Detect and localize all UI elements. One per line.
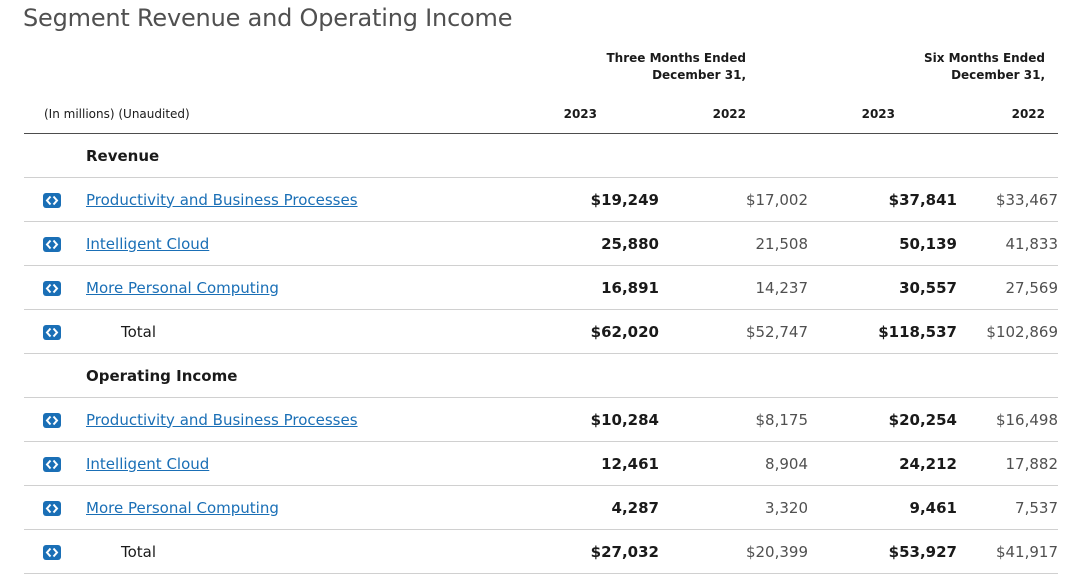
value-cell: 21,508 — [659, 221, 808, 266]
table-row: More Personal Computing 16,891 14,237 30,55… — [24, 265, 1058, 310]
value-cell: 41,833 — [957, 221, 1058, 266]
segment-link[interactable]: Productivity and Business Processes — [86, 410, 358, 429]
expand-collapse-icon[interactable] — [43, 544, 61, 560]
value-cell: 4,287 — [536, 485, 659, 530]
value-cell: $10,284 — [536, 397, 659, 442]
value-cell: $17,002 — [659, 177, 808, 222]
six-months-header-line2: December 31, — [951, 68, 1045, 82]
page-title: Segment Revenue and Operating Income — [23, 4, 513, 32]
total-row: Total $27,032 $20,399 $53,927 $41,917 — [24, 529, 1058, 574]
value-cell: 25,880 — [536, 221, 659, 266]
expand-collapse-icon[interactable] — [43, 456, 61, 472]
segment-link[interactable]: Intelligent Cloud — [86, 454, 210, 473]
value-cell: $53,927 — [808, 529, 957, 574]
value-cell: $20,254 — [808, 397, 957, 442]
six-months-header-line1: Six Months Ended — [923, 51, 1045, 65]
three-months-header-line2: December 31, — [652, 68, 746, 82]
year-header: 2023 — [563, 107, 597, 121]
section-header-row: Revenue — [24, 134, 1058, 178]
expand-collapse-icon[interactable] — [43, 236, 61, 252]
value-cell: $37,841 — [808, 177, 957, 222]
total-label: Total — [121, 322, 157, 341]
value-cell: 17,882 — [957, 441, 1058, 486]
segment-table: Revenue Productivity and Business Process… — [24, 134, 1058, 574]
value-cell: $8,175 — [659, 397, 808, 442]
section-label: Operating Income — [86, 366, 238, 385]
year-header: 2022 — [1011, 107, 1045, 121]
three-months-header: Three Months Ended December 31, — [560, 50, 747, 84]
total-label: Total — [121, 542, 157, 561]
value-cell: 8,904 — [659, 441, 808, 486]
value-cell: 50,139 — [808, 221, 957, 266]
unit-label: (In millions) (Unaudited) — [44, 107, 190, 121]
value-cell: 16,891 — [536, 265, 659, 310]
segment-link[interactable]: More Personal Computing — [86, 498, 279, 517]
table-row: Intelligent Cloud 25,880 21,508 50,139 41,83… — [24, 221, 1058, 266]
table-row: More Personal Computing 4,287 3,320 9,461 7,… — [24, 485, 1058, 530]
value-cell: $52,747 — [659, 309, 808, 354]
expand-collapse-icon[interactable] — [43, 280, 61, 296]
value-cell: 24,212 — [808, 441, 957, 486]
segment-link[interactable]: Productivity and Business Processes — [86, 190, 358, 209]
value-cell: $41,917 — [957, 529, 1058, 574]
value-cell: $27,032 — [536, 529, 659, 574]
expand-collapse-icon[interactable] — [43, 324, 61, 340]
value-cell: 9,461 — [808, 485, 957, 530]
value-cell: 30,557 — [808, 265, 957, 310]
table-row: Intelligent Cloud 12,461 8,904 24,212 17,882 — [24, 441, 1058, 486]
value-cell: 14,237 — [659, 265, 808, 310]
value-cell: $102,869 — [957, 309, 1058, 354]
table-row: Productivity and Business Processes $19,2… — [24, 177, 1058, 222]
segment-link[interactable]: More Personal Computing — [86, 278, 279, 297]
value-cell: $118,537 — [808, 309, 957, 354]
year-header: 2022 — [712, 107, 746, 121]
value-cell: 7,537 — [957, 485, 1058, 530]
table-row: Productivity and Business Processes $10,2… — [24, 397, 1058, 442]
value-cell: 3,320 — [659, 485, 808, 530]
value-cell: $62,020 — [536, 309, 659, 354]
section-header-row: Operating Income — [24, 353, 1058, 398]
section-label: Revenue — [86, 146, 160, 165]
expand-collapse-icon[interactable] — [43, 412, 61, 428]
value-cell: $33,467 — [957, 177, 1058, 222]
value-cell: $20,399 — [659, 529, 808, 574]
expand-collapse-icon[interactable] — [43, 500, 61, 516]
value-cell: $16,498 — [957, 397, 1058, 442]
three-months-header-line1: Three Months Ended — [606, 51, 747, 65]
segment-link[interactable]: Intelligent Cloud — [86, 234, 210, 253]
six-months-header: Six Months Ended December 31, — [860, 50, 1045, 84]
value-cell: 27,569 — [957, 265, 1058, 310]
total-row: Total $62,020 $52,747 $118,537 $102,869 — [24, 309, 1058, 354]
column-header-row: (In millions) (Unaudited) 2023 2022 2023… — [24, 96, 1058, 134]
value-cell: 12,461 — [536, 441, 659, 486]
expand-collapse-icon[interactable] — [43, 192, 61, 208]
value-cell: $19,249 — [536, 177, 659, 222]
year-header: 2023 — [861, 107, 895, 121]
